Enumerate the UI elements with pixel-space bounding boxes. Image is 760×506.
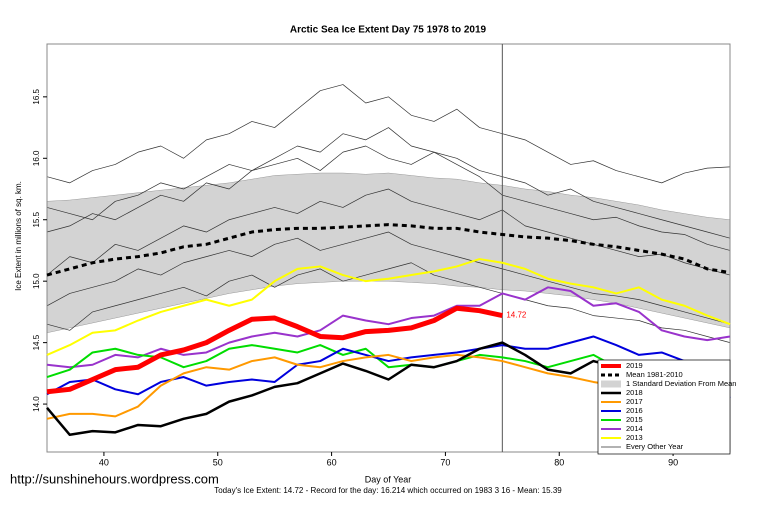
y-tick-label: 15.0 xyxy=(32,273,41,289)
legend-label: Every Other Year xyxy=(626,442,684,451)
series-line xyxy=(46,305,503,395)
y-tick-label: 14.5 xyxy=(32,334,41,350)
legend-label: 2015 xyxy=(626,415,643,424)
value-label: 14.72 xyxy=(506,311,527,320)
legend-label: 2013 xyxy=(626,433,643,442)
y-tick-label: 16.5 xyxy=(32,89,41,105)
y-axis-label: Ice Extent in millions of sq. km. xyxy=(14,181,23,291)
other-year-line xyxy=(46,127,731,251)
y-tick-label: 16.0 xyxy=(32,150,41,166)
legend-label: 2016 xyxy=(626,406,643,415)
other-year-line xyxy=(46,231,731,325)
y-tick-label: 15.5 xyxy=(32,211,41,227)
y-tick-label: 14.0 xyxy=(32,396,41,412)
other-year-line xyxy=(46,145,731,239)
x-tick-label: 60 xyxy=(327,457,337,467)
legend-label: 1 Standard Deviation From Mean xyxy=(626,379,736,388)
series-line xyxy=(46,335,731,399)
legend-label: 2019 xyxy=(626,361,643,370)
x-tick-label: 80 xyxy=(554,457,564,467)
x-tick-label: 40 xyxy=(99,457,109,467)
legend-label: 2017 xyxy=(626,397,643,406)
x-axis-label: Day of Year xyxy=(365,474,412,484)
legend-label: Mean 1981-2010 xyxy=(626,370,683,379)
plot-frame xyxy=(46,43,731,453)
legend-label: 2014 xyxy=(626,424,643,433)
legend-label: 2018 xyxy=(626,388,643,397)
x-tick-label: 70 xyxy=(440,457,450,467)
legend-swatch xyxy=(601,380,621,388)
chart-title: Arctic Sea Ice Extent Day 75 1978 to 201… xyxy=(290,25,487,36)
series-line xyxy=(46,286,731,369)
other-year-line xyxy=(46,188,731,276)
footer-note: Today's Ice Extent: 14.72 - Record for t… xyxy=(214,486,562,495)
watermark: http://sunshinehours.wordpress.com xyxy=(10,471,219,486)
other-year-line xyxy=(46,84,731,184)
x-tick-label: 90 xyxy=(668,457,678,467)
series-line xyxy=(46,258,731,356)
x-tick-label: 50 xyxy=(213,457,223,467)
series-line xyxy=(46,223,731,277)
other-year-line xyxy=(46,262,731,343)
